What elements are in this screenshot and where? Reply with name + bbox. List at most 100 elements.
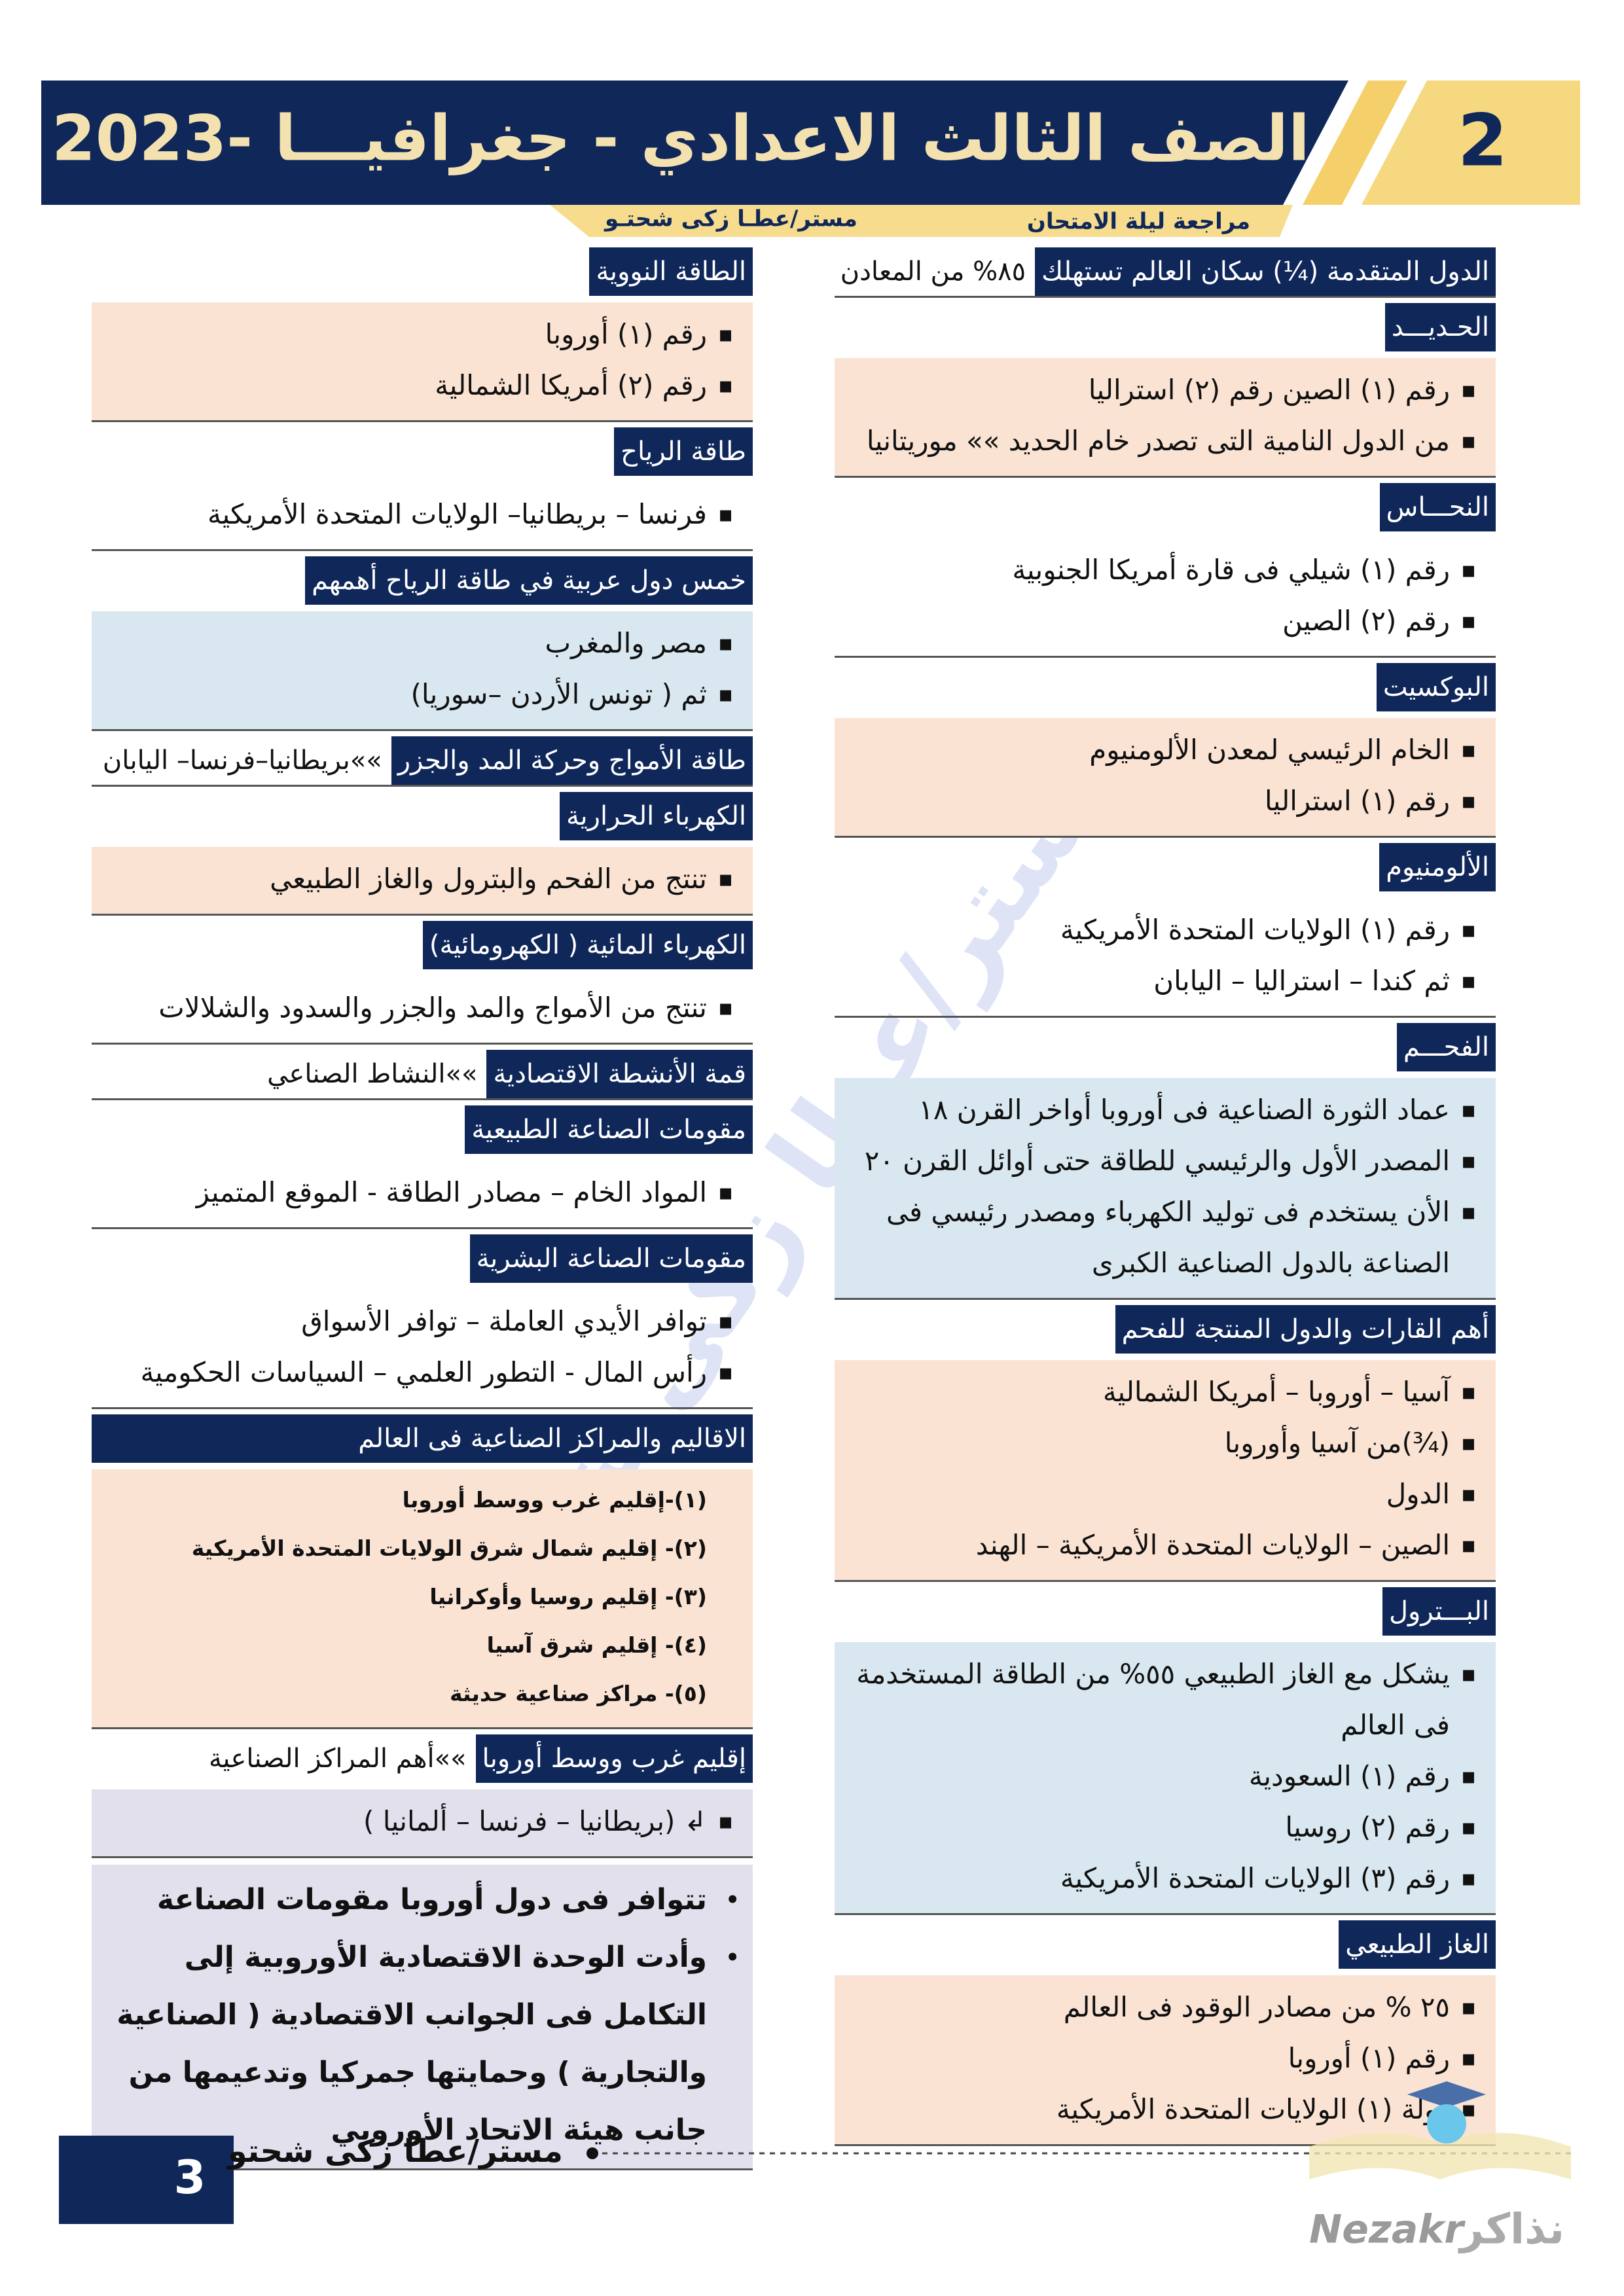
section-heading-row: الكهرباء المائية ( الكهرومائية) [92, 916, 753, 969]
section-heading-row: النحـــاس [835, 478, 1496, 531]
item-list: عماد الثورة الصناعية فى أوروبا أواخر الق… [835, 1078, 1496, 1298]
section-heading-row: البـــترول [835, 1582, 1496, 1636]
list-item: الخام الرئيسي لمعدن الألومنيوم [848, 725, 1476, 776]
section-heading: الفحـــم [1396, 1023, 1496, 1071]
section-heading: البـــترول [1382, 1587, 1496, 1636]
header-stripe [1303, 81, 1407, 205]
list-item: رقم (١) شيلي فى قارة أمريكا الجنوبية [848, 545, 1476, 596]
section-heading-row: البوكسيت [835, 658, 1496, 711]
section-heading-row: مقومات الصناعة البشرية [92, 1229, 753, 1283]
section-heading: الألومنيوم [1379, 843, 1496, 891]
item-list: رقم (١) الصين رقم (٢) استراليامن الدول ا… [835, 358, 1496, 476]
section-heading-row: الاقاليم والمراكز الصناعية فى العالم [92, 1409, 753, 1463]
section: طاقة الأمواج وحركة المد والجزر »»بريطانيا… [92, 731, 753, 787]
list-item: عماد الثورة الصناعية فى أوروبا أواخر الق… [848, 1085, 1476, 1136]
item-list: (١)-إقليم غرب ووسط أوروبا (٢)- إقليم شمال… [92, 1469, 753, 1727]
list-item: ٢٥ % من مصادر الوقود فى العالم [848, 1982, 1476, 2033]
list-item: وأدت الوحدة الاقتصادية الأوروبية إلى الت… [105, 1929, 740, 2159]
section-heading: البوكسيت [1376, 663, 1496, 711]
list-item: من الدول النامية التى تصدر خام الحديد »»… [848, 416, 1476, 467]
list-item: ثم كندا – استراليا – اليابان [848, 956, 1476, 1007]
list-item: رقم (١) أوروبا [848, 2033, 1476, 2084]
section-heading-row: قمة الأنشطة الاقتصادية »»النشاط الصناعي [92, 1045, 753, 1098]
list-item: ↲ (بريطانيا – فرنسا – ألمانيا ) [105, 1796, 733, 1847]
section: مقومات الصناعة البشرية توافر الأيدي العام… [92, 1229, 753, 1409]
list-item: رقم (٢) الصين [848, 596, 1476, 647]
list-item: (٤)- إقليم شرق آسيا [486, 1632, 707, 1658]
section-heading: مقومات الصناعة الطبيعية [465, 1105, 753, 1154]
section-heading: قمة الأنشطة الاقتصادية [486, 1050, 753, 1098]
section-heading-row: إقليم غرب ووسط أوروبا »»أهم المراكز الصنا… [92, 1729, 753, 1783]
section: الكهرباء الحرارية تنتج من الفحم والبترول … [92, 787, 753, 916]
item-list: ٢٥ % من مصادر الوقود فى العالمرقم (١) أو… [835, 1975, 1496, 2144]
section-heading-row: مقومات الصناعة الطبيعية [92, 1100, 753, 1154]
list-item: (٢)- إقليم شمال شرق الولايات المتحدة الأ… [191, 1535, 707, 1561]
list-item: رقم (١) استراليا [848, 776, 1476, 827]
section-heading: الدول المتقدمة (¼) سكان العالم تستهلك [1035, 247, 1496, 296]
footer-author: مستر/عطا زكى شحتو [226, 2133, 563, 2170]
section: قمة الأنشطة الاقتصادية »»النشاط الصناعي [92, 1045, 753, 1100]
item-list: يشكل مع الغاز الطبيعي ٥٥% من الطاقة المس… [835, 1642, 1496, 1913]
list-item: (١)-إقليم غرب ووسط أوروبا [402, 1487, 707, 1513]
item-list: توافر الأيدي العاملة – توافر الأسواقرأس … [92, 1289, 753, 1407]
heading-note: »»بريطانيا–فرنسا– اليابان [102, 745, 382, 776]
section-heading: خمس دول عربية في طاقة الرياح أهمهم [305, 556, 753, 605]
subheader-strip [550, 205, 1293, 237]
heading-note: »»النشاط الصناعي [267, 1059, 478, 1089]
list-item: المواد الخام – مصادر الطاقة - الموقع الم… [105, 1167, 733, 1218]
item-list: تتوافر فى دول أوروبا مقومات الصناعةوأدت … [92, 1865, 753, 2168]
item-list: ↲ (بريطانيا – فرنسا – ألمانيا ) [92, 1789, 753, 1856]
list-item: رقم (٢) روسيا [848, 1802, 1476, 1853]
header-title: الصف الثالث الاعدادي - جغرافيـــا -2023 [52, 101, 1310, 175]
section: الغاز الطبيعي ٢٥ % من مصادر الوقود فى الع… [835, 1915, 1496, 2146]
section-heading-row: الحـديـــد [835, 298, 1496, 351]
logo-cap [1407, 2081, 1486, 2108]
item-list: آسيا – أوروبا – أمريكا الشمالية(¾)من آسي… [835, 1360, 1496, 1580]
item-list: تنتج من الأمواج والمد والجزر والسدود وال… [92, 976, 753, 1043]
section-heading: الطاقة النووية [589, 247, 753, 296]
item-list: مصر والمغربثم ( تونس الأردن –سوريا) [92, 611, 753, 729]
section-heading: النحـــاس [1379, 483, 1496, 531]
list-item: رقم (١) الصين رقم (٢) استراليا [848, 365, 1476, 416]
header-bar [41, 81, 1348, 205]
header-author: مستر/عطـا زكى شحتـو [604, 206, 857, 232]
list-item: الأن يستخدم فى توليد الكهرباء ومصدر رئيس… [848, 1187, 1476, 1289]
footer-dot [586, 2147, 598, 2159]
list-item: (٣)- إقليم روسيا وأوكرانيا [429, 1584, 707, 1609]
item-list: المواد الخام – مصادر الطاقة - الموقع الم… [92, 1160, 753, 1227]
section: إقليم غرب ووسط أوروبا »»أهم المراكز الصنا… [92, 1729, 753, 1858]
list-item: ثم ( تونس الأردن –سوريا) [105, 669, 733, 720]
list-item: تنتج من الفحم والبترول والغاز الطبيعي [105, 853, 733, 905]
footer-page-number: 3 [174, 2151, 206, 2204]
item-list: رقم (١) الولايات المتحدة الأمريكيةثم كند… [835, 898, 1496, 1016]
item-list: فرنسا – بريطانيا– الولايات المتحدة الأمر… [92, 482, 753, 549]
item-list: رقم (١) شيلي فى قارة أمريكا الجنوبيةرقم … [835, 538, 1496, 656]
section: الفحـــم عماد الثورة الصناعية فى أوروبا أ… [835, 1018, 1496, 1300]
section-heading: مقومات الصناعة البشرية [469, 1234, 753, 1283]
item-list: الخام الرئيسي لمعدن الألومنيومرقم (١) اس… [835, 718, 1496, 836]
section: الحـديـــد رقم (١) الصين رقم (٢) استراليا… [835, 298, 1496, 478]
list-item: رقم (١) أوروبا [105, 309, 733, 360]
list-item: مصر والمغرب [105, 618, 733, 669]
section-heading: الاقاليم والمراكز الصناعية فى العالم [92, 1414, 753, 1463]
section-heading-row: الغاز الطبيعي [835, 1915, 1496, 1969]
section-heading-row: طاقة الأمواج وحركة المد والجزر »»بريطانيا… [92, 731, 753, 785]
section: مقومات الصناعة الطبيعية المواد الخام – مص… [92, 1100, 753, 1229]
section-heading: أهم القارات والدول المنتجة للفحم [1115, 1305, 1496, 1354]
section-heading: طاقة الأمواج وحركة المد والجزر [391, 736, 753, 785]
header-subtitle: مراجعة ليلة الامتحان [1027, 209, 1250, 235]
section-heading: الغاز الطبيعي [1339, 1920, 1496, 1969]
section: تتوافر فى دول أوروبا مقومات الصناعةوأدت … [92, 1865, 753, 2170]
list-item: يشكل مع الغاز الطبيعي ٥٥% من الطاقة المس… [848, 1649, 1476, 1751]
section: النحـــاس رقم (١) شيلي فى قارة أمريكا الج… [835, 478, 1496, 658]
section-heading-row: الألومنيوم [835, 838, 1496, 891]
list-item: تتوافر فى دول أوروبا مقومات الصناعة [105, 1871, 740, 1929]
list-item: آسيا – أوروبا – أمريكا الشمالية [848, 1367, 1476, 1418]
left-column: الطاقة النووية رقم (١) أوروبارقم (٢) أمري… [92, 242, 753, 2170]
section: الكهرباء المائية ( الكهرومائية) تنتج من ا… [92, 916, 753, 1045]
logo-book [1309, 2132, 1571, 2179]
logo-arabic: نذاكر [1458, 2206, 1564, 2254]
list-item: الدول [848, 1469, 1476, 1520]
header-graphics: 2 الصف الثالث الاعدادي - جغرافيـــا -202… [41, 81, 1580, 237]
